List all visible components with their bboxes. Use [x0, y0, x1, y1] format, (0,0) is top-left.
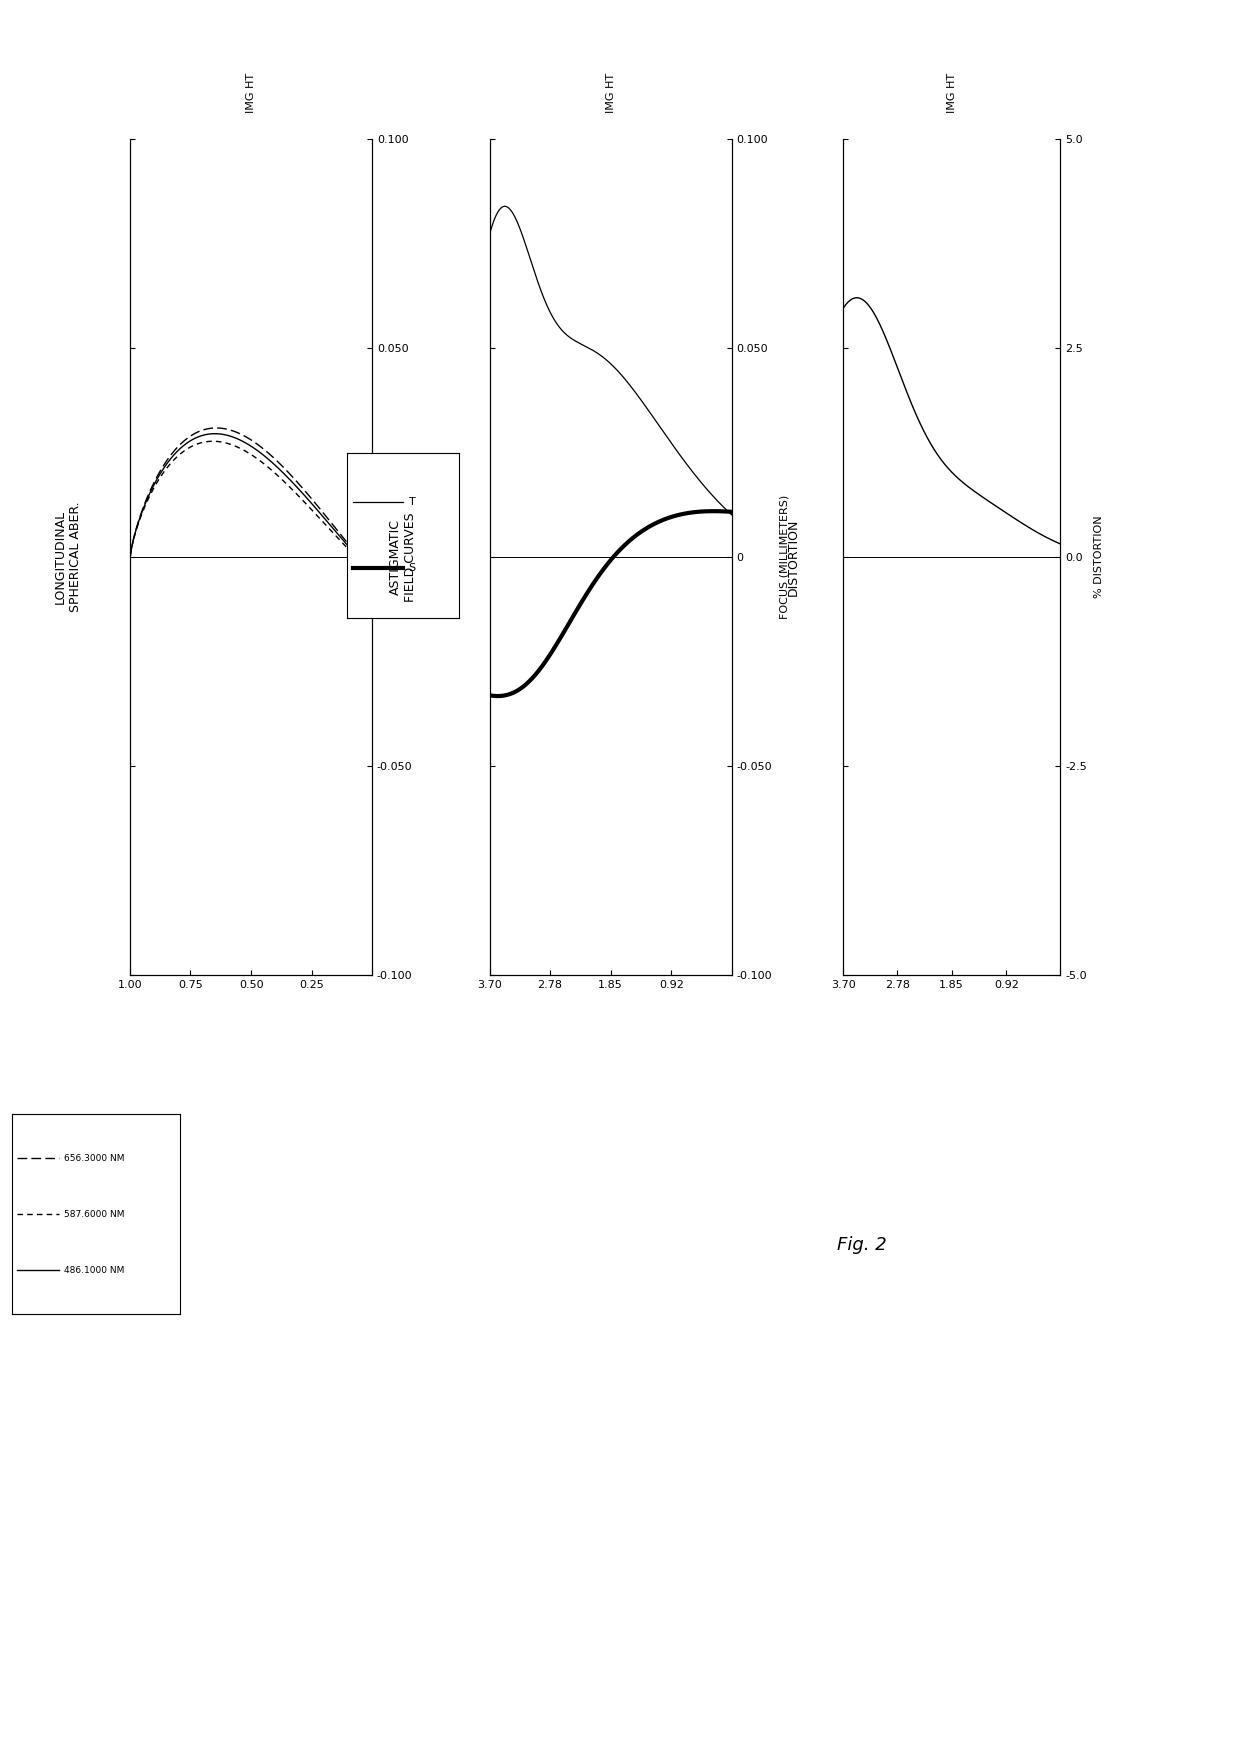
Text: IMG HT: IMG HT: [946, 73, 957, 113]
Text: 656.3000 NM: 656.3000 NM: [64, 1154, 125, 1163]
Text: 587.6000 NM: 587.6000 NM: [64, 1210, 125, 1219]
Y-axis label: FOCUS (MILLIMETERS): FOCUS (MILLIMETERS): [779, 494, 789, 620]
Text: 486.1000 NM: 486.1000 NM: [64, 1266, 125, 1274]
Y-axis label: FOCUS (MILLIMETERS): FOCUS (MILLIMETERS): [419, 494, 429, 620]
Y-axis label: % DISTORTION: % DISTORTION: [1094, 515, 1104, 599]
Text: IMG HT: IMG HT: [246, 73, 257, 113]
Text: DISTORTION: DISTORTION: [787, 519, 800, 595]
Text: ASTIGMATIC
FIELD CURVES: ASTIGMATIC FIELD CURVES: [389, 512, 417, 602]
Text: T: T: [409, 498, 415, 507]
Text: Fig. 2: Fig. 2: [837, 1236, 887, 1254]
Text: LONGITUDINAL
SPHERICAL ABER.: LONGITUDINAL SPHERICAL ABER.: [55, 501, 82, 613]
Text: S: S: [409, 564, 415, 573]
Text: IMG HT: IMG HT: [605, 73, 616, 113]
